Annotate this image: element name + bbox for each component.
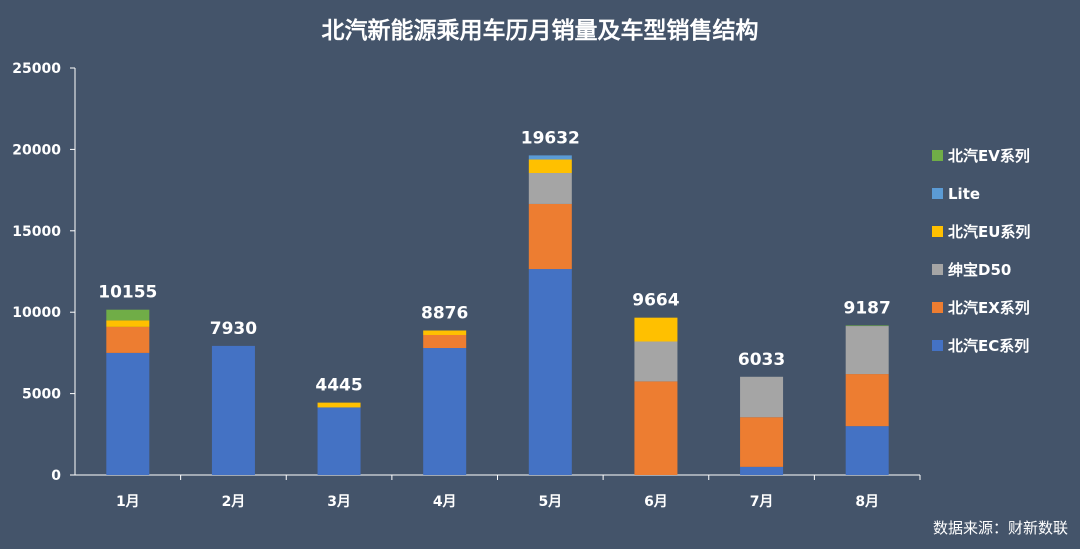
bar-segment <box>528 155 572 160</box>
bar-segment <box>845 374 889 427</box>
source-note: 数据来源：财新数联 <box>933 519 1068 537</box>
bar-segment <box>634 381 678 475</box>
legend-label: 北汽EC系列 <box>948 337 1029 355</box>
legend-swatch <box>932 150 943 161</box>
x-tick-label: 1月 <box>116 494 140 510</box>
bar-segment <box>317 407 361 475</box>
bar-segment <box>317 402 361 408</box>
total-data-label: 8876 <box>421 303 468 323</box>
bars-layer <box>106 155 889 475</box>
chart-title: 北汽新能源乘用车历月销量及车型销售结构 <box>322 17 759 44</box>
y-tick-label: 25000 <box>12 61 61 77</box>
bar-segment <box>634 341 678 382</box>
legend-label: 北汽EV系列 <box>948 147 1030 165</box>
bar-segment <box>740 417 784 467</box>
bar-segment <box>106 309 150 321</box>
bar-segment <box>634 317 678 342</box>
bar-segment <box>423 330 467 335</box>
bar-segment <box>740 466 784 475</box>
bar-segment <box>423 348 467 475</box>
bar-segment <box>528 159 572 174</box>
legend-label: Lite <box>948 185 980 203</box>
x-tick-label: 2月 <box>222 494 246 510</box>
legend-swatch <box>932 188 943 199</box>
bar-segment <box>211 345 255 475</box>
total-data-label: 7930 <box>210 319 257 339</box>
totals-layer: 10155 7930 4445 8876 19632 9664 6033 9187 <box>98 128 891 395</box>
legend-swatch <box>932 340 943 351</box>
bar-segment <box>423 334 467 349</box>
bar-segment <box>845 426 889 475</box>
bar-segment <box>106 320 150 327</box>
total-data-label: 9187 <box>844 298 891 318</box>
y-tick-label: 20000 <box>12 142 61 158</box>
total-data-label: 6033 <box>738 350 785 370</box>
legend-swatch <box>932 226 943 237</box>
total-data-label: 9664 <box>632 291 679 311</box>
y-tick-label: 10000 <box>12 305 61 321</box>
x-tick-label: 5月 <box>538 494 562 510</box>
axis-layer: 0 5000 10000 15000 20000 25000 1月 2月 3月 4月 5月 6月 7月 8… <box>12 61 921 510</box>
bar-segment <box>106 326 150 353</box>
y-tick-label: 15000 <box>12 224 61 240</box>
legend-label: 北汽EX系列 <box>948 299 1030 317</box>
x-tick-label: 4月 <box>433 494 457 510</box>
bar-segment <box>528 173 572 204</box>
x-tick-label: 3月 <box>327 494 351 510</box>
y-tick-label: 0 <box>51 468 61 484</box>
legend-swatch <box>932 302 943 313</box>
bar-segment <box>106 352 150 475</box>
legend-swatch <box>932 264 943 275</box>
total-data-label: 19632 <box>521 128 580 148</box>
bar-segment <box>845 326 889 375</box>
x-tick-label: 8月 <box>855 494 879 510</box>
bar-segment <box>845 325 889 327</box>
y-tick-label: 5000 <box>22 387 61 403</box>
x-tick-label: 7月 <box>750 494 774 510</box>
legend-label: 北汽EU系列 <box>948 223 1030 241</box>
bar-segment <box>740 376 784 418</box>
bar-segment <box>528 203 572 270</box>
x-tick-label: 6月 <box>644 494 668 510</box>
bar-segment <box>528 269 572 475</box>
legend-label: 绅宝D50 <box>948 261 1011 279</box>
total-data-label: 10155 <box>98 283 157 303</box>
total-data-label: 4445 <box>315 376 362 396</box>
